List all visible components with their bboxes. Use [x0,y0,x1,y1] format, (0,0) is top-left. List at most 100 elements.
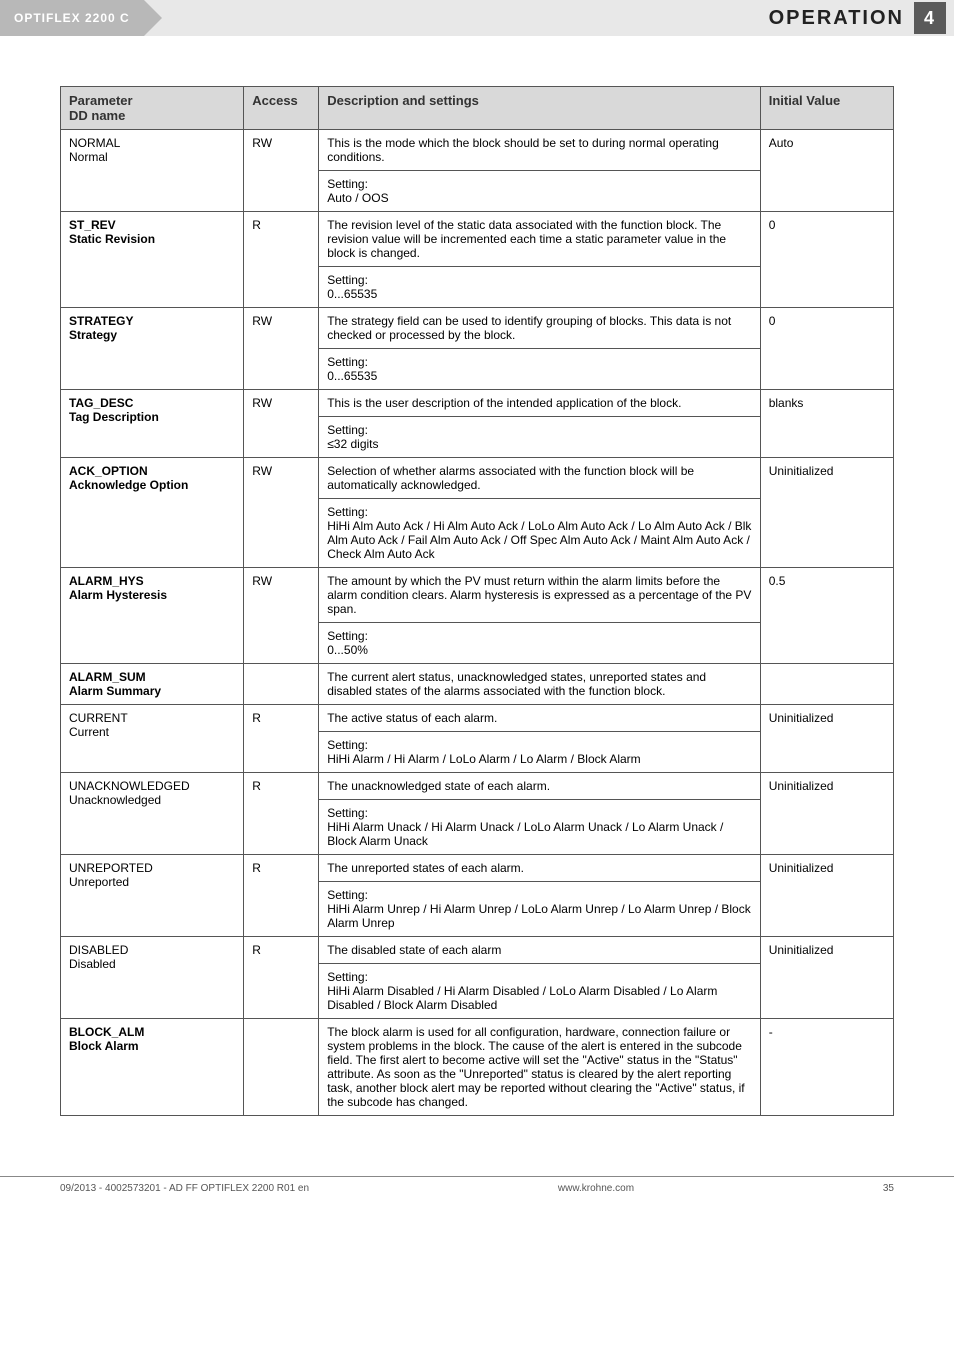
cell-initial: - [760,1019,893,1116]
desc-text: The revision level of the static data as… [319,212,760,267]
table-row: ST_REVStatic RevisionRThe revision level… [61,212,894,308]
param-code: TAG_DESC [69,396,235,410]
param-code: UNREPORTED [69,861,235,875]
cell-description: The active status of each alarm.Setting:… [319,705,761,773]
setting-text: Setting: HiHi Alm Auto Ack / Hi Alm Auto… [319,499,760,567]
table-header-row: Parameter DD name Access Description and… [61,87,894,130]
param-name: Disabled [69,957,235,971]
setting-text: Setting: 0...65535 [319,267,760,307]
param-code: CURRENT [69,711,235,725]
product-label: OPTIFLEX 2200 C [0,0,144,36]
section-text: OPERATION [769,7,904,30]
table-row: TAG_DESCTag DescriptionRWThis is the use… [61,390,894,458]
col-header-initial: Initial Value [760,87,893,130]
setting-text: Setting: HiHi Alarm Unrep / Hi Alarm Unr… [319,882,760,936]
param-name: Block Alarm [69,1039,235,1053]
cell-parameter: CURRENTCurrent [61,705,244,773]
table-row: BLOCK_ALMBlock AlarmThe block alarm is u… [61,1019,894,1116]
table-row: STRATEGYStrategyRWThe strategy field can… [61,308,894,390]
cell-access: RW [244,568,319,664]
page-footer: 09/2013 - 4002573201 - AD FF OPTIFLEX 22… [0,1176,954,1194]
cell-parameter: UNREPORTEDUnreported [61,855,244,937]
param-name: Current [69,725,235,739]
desc-text: This is the mode which the block should … [319,130,760,171]
setting-text: Setting: 0...65535 [319,349,760,389]
cell-parameter: DISABLEDDisabled [61,937,244,1019]
table-row: ACK_OPTIONAcknowledge Option RWSelection … [61,458,894,568]
desc-text: This is the user description of the inte… [319,390,760,417]
param-code: UNACKNOWLEDGED [69,779,235,793]
cell-initial: 0 [760,212,893,308]
setting-text: Setting: HiHi Alarm Disabled / Hi Alarm … [319,964,760,1018]
col-header-access: Access [244,87,319,130]
setting-text: Setting: HiHi Alarm Unack / Hi Alarm Una… [319,800,760,854]
param-name: Unreported [69,875,235,889]
header-ddname-text: DD name [69,108,125,123]
cell-parameter: STRATEGYStrategy [61,308,244,390]
footer-right: 35 [883,1183,894,1194]
desc-text: The strategy field can be used to identi… [319,308,760,349]
table-row: CURRENTCurrentRThe active status of each… [61,705,894,773]
cell-initial: Uninitialized [760,458,893,568]
cell-parameter: TAG_DESCTag Description [61,390,244,458]
setting-text: Setting: 0...50% [319,623,760,663]
table-row: NORMALNormalRWThis is the mode which the… [61,130,894,212]
page-header: OPTIFLEX 2200 C OPERATION 4 [0,0,954,36]
cell-parameter: ALARM_SUMAlarm Summary [61,664,244,705]
cell-description: The unreported states of each alarm.Sett… [319,855,761,937]
param-code: ALARM_SUM [69,670,235,684]
table-body: NORMALNormalRWThis is the mode which the… [61,130,894,1116]
cell-initial: 0.5 [760,568,893,664]
table-row: ALARM_SUMAlarm Summary The current alert … [61,664,894,705]
cell-parameter: NORMALNormal [61,130,244,212]
param-name: Unacknowledged [69,793,235,807]
desc-text: The active status of each alarm. [319,705,760,732]
param-name: Alarm Hysteresis [69,588,235,602]
cell-parameter: ST_REVStatic Revision [61,212,244,308]
param-name: Normal [69,150,235,164]
section-title: OPERATION 4 [755,0,954,36]
cell-access: RW [244,390,319,458]
cell-initial: Uninitialized [760,855,893,937]
param-code: ACK_OPTION [69,464,235,478]
main-content: Parameter DD name Access Description and… [0,86,954,1116]
cell-access: RW [244,458,319,568]
table-row: UNREPORTEDUnreportedRThe unreported stat… [61,855,894,937]
param-name: Strategy [69,328,235,342]
cell-description: The current alert status, unacknowledged… [319,664,761,705]
cell-description: Selection of whether alarms associated w… [319,458,761,568]
cell-parameter: BLOCK_ALMBlock Alarm [61,1019,244,1116]
param-code: ALARM_HYS [69,574,235,588]
cell-initial [760,664,893,705]
cell-access [244,1019,319,1116]
cell-description: This is the user description of the inte… [319,390,761,458]
desc-text: The disabled state of each alarm [319,937,760,964]
desc-text: The unacknowledged state of each alarm. [319,773,760,800]
cell-access: R [244,773,319,855]
section-number: 4 [914,2,946,34]
parameter-table: Parameter DD name Access Description and… [60,86,894,1116]
cell-access: RW [244,130,319,212]
desc-text: The amount by which the PV must return w… [319,568,760,623]
param-name: Alarm Summary [69,684,235,698]
header-spacer [144,0,755,36]
cell-initial: 0 [760,308,893,390]
cell-initial: Uninitialized [760,773,893,855]
cell-parameter: ALARM_HYSAlarm Hysteresis [61,568,244,664]
cell-initial: Uninitialized [760,937,893,1019]
param-code: DISABLED [69,943,235,957]
cell-description: The unacknowledged state of each alarm.S… [319,773,761,855]
cell-parameter: UNACKNOWLEDGEDUnacknowledged [61,773,244,855]
setting-text: Setting: HiHi Alarm / Hi Alarm / LoLo Al… [319,732,760,772]
cell-initial: blanks [760,390,893,458]
table-row: UNACKNOWLEDGEDUnacknowledgedRThe unackno… [61,773,894,855]
param-code: BLOCK_ALM [69,1025,235,1039]
cell-access: R [244,212,319,308]
setting-text: Setting: ≤32 digits [319,417,760,457]
table-row: DISABLEDDisabledRThe disabled state of e… [61,937,894,1019]
cell-access: R [244,937,319,1019]
setting-text: Setting: Auto / OOS [319,171,760,211]
param-code: ST_REV [69,218,235,232]
param-name: Acknowledge Option [69,478,235,492]
cell-description: This is the mode which the block should … [319,130,761,212]
